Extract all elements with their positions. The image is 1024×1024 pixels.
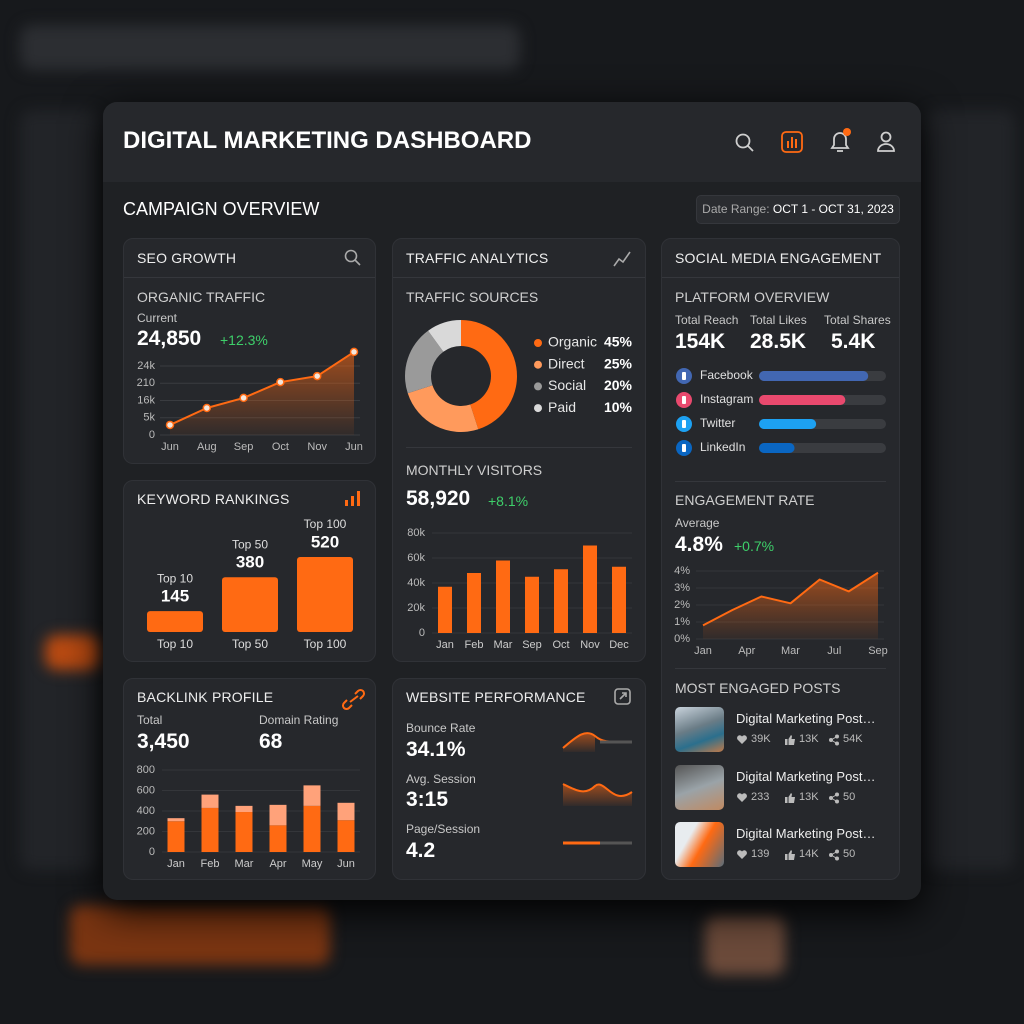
stat-icon (829, 792, 839, 804)
stat-icon (785, 850, 795, 860)
kpi: 154K (675, 330, 726, 353)
kpi: 34.1% (406, 738, 466, 761)
date-range[interactable]: Date Range: OCT 1 - OCT 31, 2023 (696, 195, 900, 224)
thumbnail (675, 765, 724, 810)
bg-blur (20, 25, 520, 70)
kpi: 68 (259, 730, 283, 753)
panel-title: KEYWORD RANKINGS (137, 491, 290, 507)
stat-icon (829, 734, 839, 746)
change: +8.1% (488, 493, 529, 509)
subtitle: MONTHLY VISITORS (406, 462, 543, 478)
title: DIGITAL MARKETING DASHBOARD (123, 127, 532, 154)
backlink-panel (123, 678, 376, 880)
label: Avg. Session (406, 772, 476, 786)
label: Total Shares (824, 313, 891, 327)
subtitle: PLATFORM OVERVIEW (675, 289, 830, 305)
kpi: 58,920 (406, 487, 471, 510)
performance-panel (392, 678, 646, 880)
panel-title: SOCIAL MEDIA ENGAGEMENT (675, 250, 882, 266)
post-stat: 54K (843, 733, 863, 745)
kpi: 24,850 (137, 327, 202, 350)
user-icon[interactable] (877, 131, 895, 152)
bg-blur (925, 110, 1015, 870)
stat-icon (785, 735, 795, 745)
divider (393, 277, 645, 278)
panel-title: WEBSITE PERFORMANCE (406, 689, 586, 705)
stat-icon (785, 793, 795, 803)
kpi: 5.4K (831, 330, 876, 353)
post-stat: 50 (843, 848, 856, 860)
date-value: OCT 1 - OCT 31, 2023 (772, 202, 894, 216)
panel-title: BACKLINK PROFILE (137, 689, 274, 705)
divider (675, 481, 886, 482)
thumbnail (675, 822, 724, 867)
divider (124, 277, 375, 278)
label: Total Likes (750, 313, 807, 327)
label: Bounce Rate (406, 721, 476, 735)
subtitle: ENGAGEMENT RATE (675, 492, 815, 508)
divider (406, 447, 632, 448)
change: +12.3% (220, 332, 268, 348)
post-stat: 13K (799, 733, 819, 745)
subtitle: ORGANIC TRAFFIC (137, 289, 266, 305)
label: Domain Rating (259, 713, 339, 727)
panel-title: TRAFFIC ANALYTICS (406, 250, 549, 266)
stat-icon (737, 735, 747, 744)
subtitle: MOST ENGAGED POSTS (675, 680, 841, 696)
subtitle: TRAFFIC SOURCES (406, 289, 539, 305)
change: +0.7% (734, 538, 775, 554)
chart-icon[interactable] (781, 131, 803, 153)
post-stat: 39K (751, 733, 771, 745)
kpi: 3:15 (406, 788, 449, 811)
header-icons (735, 128, 895, 153)
stat-icon (829, 849, 839, 861)
bg-blur (20, 110, 100, 870)
thumbnail (675, 707, 724, 752)
panel-title: SEO GROWTH (137, 250, 237, 266)
post-stat: 13K (799, 791, 819, 803)
header-bar (103, 102, 921, 182)
post-stat: 14K (799, 848, 819, 860)
post-stat: 233 (751, 791, 770, 803)
label: Current (137, 311, 178, 325)
bg-blur (45, 635, 100, 670)
label: Average (675, 516, 720, 530)
post-title: Digital Marketing Post… (736, 711, 876, 726)
search-icon[interactable] (735, 133, 754, 152)
post-stat: 50 (843, 791, 856, 803)
kpi: 4.2 (406, 839, 436, 862)
label: Total Reach (675, 313, 739, 327)
bell-icon[interactable] (830, 128, 851, 152)
post-stat: 139 (751, 848, 770, 860)
stat-icon (737, 793, 747, 802)
kpi: 3,450 (137, 730, 190, 753)
date-label: Date Range: (702, 202, 770, 216)
keyword-panel (123, 480, 376, 662)
bg-blur (70, 905, 330, 965)
divider (662, 277, 899, 278)
traffic-panel (392, 238, 646, 662)
divider (675, 668, 886, 669)
bg-blur (705, 915, 785, 975)
post-title: Digital Marketing Post… (736, 769, 876, 784)
kpi: 28.5K (750, 330, 807, 353)
label: Page/Session (406, 822, 481, 836)
stat-icon (737, 850, 747, 859)
label: Total (137, 713, 163, 727)
kpi: 4.8% (675, 533, 723, 556)
seo-panel (123, 238, 376, 464)
section-title: CAMPAIGN OVERVIEW (123, 199, 320, 219)
post-title: Digital Marketing Post… (736, 826, 876, 841)
